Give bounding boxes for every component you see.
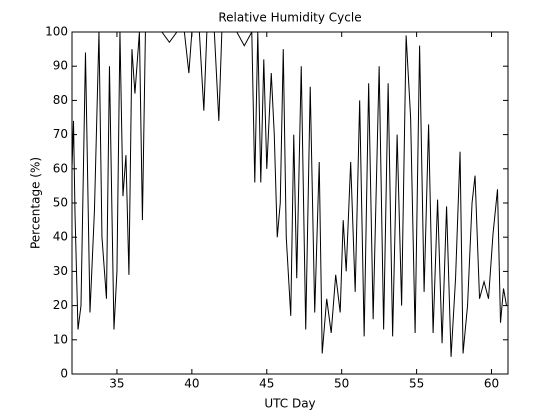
data-line bbox=[72, 32, 507, 357]
x-tick-label: 40 bbox=[184, 377, 199, 391]
y-tick-label: 80 bbox=[53, 93, 68, 107]
y-tick-label: 0 bbox=[60, 367, 68, 381]
y-tick-label: 70 bbox=[53, 127, 68, 141]
x-tick-label: 60 bbox=[484, 377, 499, 391]
x-tick-label: 55 bbox=[409, 377, 424, 391]
y-tick-label: 20 bbox=[53, 298, 68, 312]
y-tick-label: 30 bbox=[53, 264, 68, 278]
x-tick-label: 45 bbox=[259, 377, 274, 391]
chart-title: Relative Humidity Cycle bbox=[218, 11, 361, 25]
y-tick-label: 10 bbox=[53, 332, 68, 346]
x-tick-label: 50 bbox=[334, 377, 349, 391]
y-axis-label: Percentage (%) bbox=[29, 157, 43, 249]
x-axis-label: UTC Day bbox=[264, 397, 315, 411]
y-tick-label: 90 bbox=[53, 59, 68, 73]
y-tick-label: 100 bbox=[45, 25, 68, 39]
y-tick-label: 40 bbox=[53, 230, 68, 244]
y-tick-label: 50 bbox=[53, 196, 68, 210]
y-tick-label: 60 bbox=[53, 161, 68, 175]
x-tick-label: 35 bbox=[109, 377, 124, 391]
